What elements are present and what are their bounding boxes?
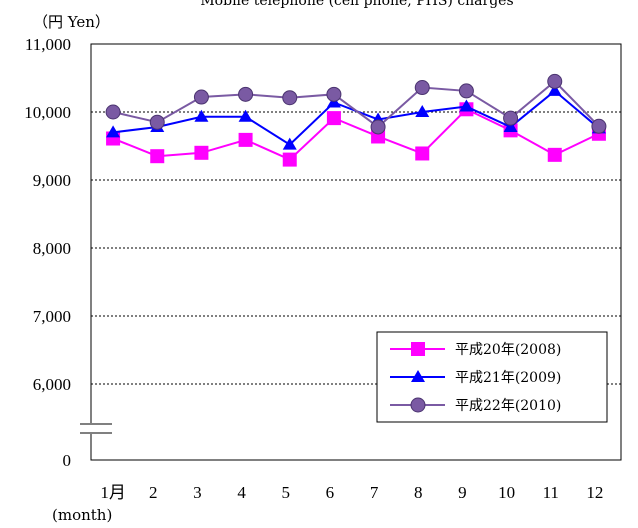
data-point	[459, 99, 474, 112]
y-tick-label: 11,000	[25, 35, 71, 54]
chart-title: Mobile telephone (cell phone, PHS) charg…	[200, 0, 513, 9]
legend-swatch-marker	[411, 370, 425, 382]
legend-swatch-marker	[410, 397, 426, 413]
series-line	[112, 89, 600, 146]
x-tick-label: 11	[543, 483, 559, 502]
data-point	[282, 137, 297, 150]
series-line	[112, 108, 600, 161]
x-tick-label: 9	[458, 483, 467, 502]
data-point	[458, 83, 474, 99]
data-point	[282, 152, 297, 167]
x-tick-label: 7	[370, 483, 379, 502]
x-axis-label: (month)	[52, 506, 112, 524]
data-point	[282, 90, 298, 106]
legend: 平成20年(2008) 平成21年(2009) 平成22年(2010)	[376, 331, 608, 423]
x-axis-ticks: 1月 2 3 4 5 6 7 8 9 10 11 12	[100, 483, 603, 502]
data-point	[503, 110, 519, 126]
x-tick-label: 4	[237, 483, 246, 502]
y-axis-unit-label: （円 Yen）	[33, 13, 110, 31]
data-point	[105, 104, 121, 120]
data-point	[414, 80, 430, 96]
data-point	[238, 132, 253, 147]
y-tick-label: 9,000	[33, 171, 71, 190]
y-tick-label: 10,000	[24, 103, 71, 122]
series-line	[112, 80, 600, 129]
x-tick-label: 12	[586, 483, 603, 502]
x-tick-label: 8	[414, 483, 423, 502]
data-point	[194, 145, 209, 160]
legend-swatch-marker	[411, 342, 425, 356]
x-tick-label: 3	[193, 483, 202, 502]
legend-entry: 平成20年(2008)	[455, 342, 561, 358]
data-point	[193, 89, 209, 105]
data-point	[106, 125, 121, 138]
x-tick-label: 6	[326, 483, 335, 502]
series-group	[105, 73, 607, 167]
y-tick-label: 7,000	[33, 307, 71, 326]
data-point	[326, 86, 342, 102]
data-point	[238, 109, 253, 122]
y-axis-ticks: 0 6,000 7,000 8,000 9,000 10,000 11,000	[24, 35, 71, 470]
axis-break	[78, 423, 112, 434]
data-point	[326, 111, 341, 126]
plot-area	[90, 43, 622, 461]
data-point	[150, 149, 165, 164]
data-point	[547, 147, 562, 162]
data-point	[503, 119, 518, 132]
data-point	[415, 146, 430, 161]
y-tick-label: 0	[63, 451, 72, 470]
data-point	[370, 119, 386, 135]
y-tick-label: 6,000	[33, 375, 71, 394]
x-tick-label: 5	[282, 483, 291, 502]
data-point	[238, 86, 254, 102]
data-point	[415, 105, 430, 117]
x-tick-label: 10	[498, 483, 515, 502]
data-point	[591, 118, 607, 134]
data-point	[547, 83, 562, 96]
x-tick-label: 2	[149, 483, 158, 502]
data-point	[149, 114, 165, 130]
legend-entry: 平成22年(2010)	[455, 398, 561, 414]
y-tick-label: 8,000	[33, 239, 71, 258]
data-point	[194, 109, 209, 122]
x-tick-label: 1月	[100, 483, 126, 502]
legend-entry: 平成21年(2009)	[455, 370, 561, 386]
data-point	[547, 73, 563, 89]
